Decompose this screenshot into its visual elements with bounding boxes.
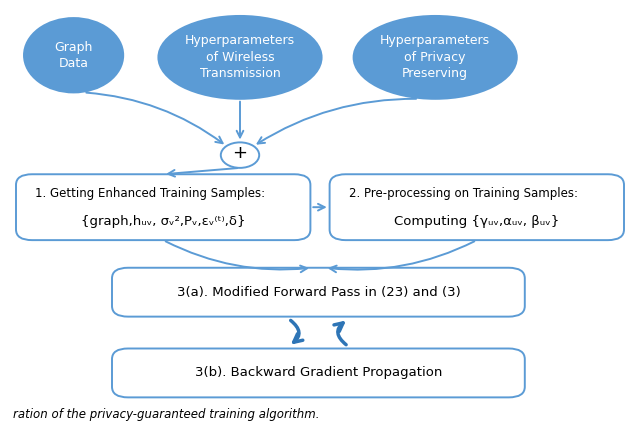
FancyBboxPatch shape <box>112 348 525 397</box>
Text: 2. Pre-processing on Training Samples:: 2. Pre-processing on Training Samples: <box>349 187 578 200</box>
Text: Computing {γᵤᵥ,αᵤᵥ, βᵤᵥ}: Computing {γᵤᵥ,αᵤᵥ, βᵤᵥ} <box>394 215 559 227</box>
Ellipse shape <box>354 16 517 99</box>
FancyBboxPatch shape <box>112 268 525 317</box>
Text: +: + <box>232 144 248 162</box>
Text: ration of the privacy-guaranteed training algorithm.: ration of the privacy-guaranteed trainin… <box>13 408 319 421</box>
Ellipse shape <box>24 18 124 93</box>
Text: 1. Getting Enhanced Training Samples:: 1. Getting Enhanced Training Samples: <box>35 187 266 200</box>
Ellipse shape <box>159 16 322 99</box>
Text: 3(a). Modified Forward Pass in (23) and (3): 3(a). Modified Forward Pass in (23) and … <box>177 286 460 299</box>
Text: 3(b). Backward Gradient Propagation: 3(b). Backward Gradient Propagation <box>195 366 442 380</box>
Circle shape <box>221 142 259 168</box>
Text: {graph,hᵤᵥ, σᵥ²,Pᵥ,εᵥ⁽ᵗ⁾,δ}: {graph,hᵤᵥ, σᵥ²,Pᵥ,εᵥ⁽ᵗ⁾,δ} <box>81 215 246 227</box>
Text: Hyperparameters
of Privacy
Preserving: Hyperparameters of Privacy Preserving <box>380 34 490 80</box>
FancyBboxPatch shape <box>16 174 310 240</box>
Text: Graph
Data: Graph Data <box>54 40 93 70</box>
Text: Hyperparameters
of Wireless
Transmission: Hyperparameters of Wireless Transmission <box>185 34 295 80</box>
FancyBboxPatch shape <box>330 174 624 240</box>
